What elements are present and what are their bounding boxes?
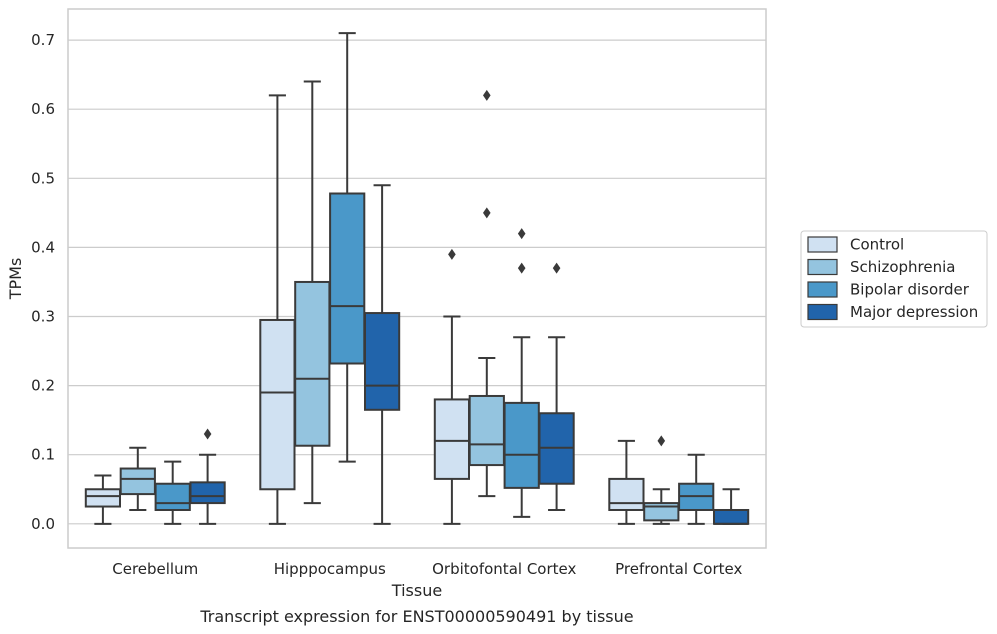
box [329,192,366,365]
box-group [363,184,401,525]
y-tick-label: 0.4 [31,238,55,256]
box-group [189,428,226,525]
box [84,488,122,508]
y-tick-label: 0.3 [31,308,55,326]
box-group [259,94,296,525]
box-group [294,80,331,505]
legend-item: Schizophrenia [807,258,955,276]
outlier-marker [483,207,491,219]
x-axis-label: Tissue [391,581,442,600]
legend: Control Schizophrenia Bipolar disorder Majo… [800,230,988,328]
box-group [503,228,540,518]
outlier-marker [657,435,666,447]
box [363,312,401,411]
box [468,394,505,467]
box-group [712,488,750,525]
outlier-marker [483,89,491,101]
box [259,318,296,491]
x-tick-label: Orbitofontal Cortex [432,560,576,578]
x-tick-label: Prefrontal Cortex [615,560,742,578]
box-group [643,435,680,525]
box [503,401,540,489]
outlier-marker [552,262,561,274]
outlier-marker [517,228,526,240]
box-group [119,446,156,511]
box-group [468,89,505,498]
y-tick-label: 0.0 [31,515,55,533]
box-group [84,474,122,525]
x-tick-label: Hipppocampus [274,560,386,578]
x-axis-ticks: Cerebellum Hipppocampus Orbitofontal Corte… [112,560,742,578]
box-group [154,460,191,525]
legend-swatch [807,236,838,253]
legend-item: Bipolar disorder [807,281,970,299]
box-group [538,262,575,511]
y-tick-label: 0.7 [31,31,55,49]
y-axis-label: TPMs [6,258,25,301]
box [119,467,156,496]
figure-caption: Transcript expression for ENST0000059049… [199,607,633,626]
legend-label: Major depression [850,303,978,321]
legend-swatch [807,258,838,276]
x-tick-label: Cerebellum [112,560,198,578]
legend-swatch [807,303,838,321]
legend-item: Major depression [807,303,978,321]
plot-area-frame [67,8,767,549]
gridlines [68,39,766,525]
box [294,280,331,447]
legend-label: Schizophrenia [850,258,955,276]
legend-frame [800,230,988,328]
outlier-marker [517,262,526,274]
box [189,481,226,505]
legend-label: Control [850,236,904,254]
y-axis-ticks: 0.0 0.1 0.2 0.3 0.4 0.5 0.6 0.7 [31,31,55,533]
box [154,482,191,511]
box-group [608,439,645,525]
y-tick-label: 0.5 [31,169,55,187]
box-marks [84,32,750,525]
y-tick-label: 0.6 [31,100,55,118]
box-group [678,453,715,525]
outlier-marker [448,248,456,260]
y-tick-label: 0.1 [31,446,55,464]
box [433,398,471,480]
legend-label: Bipolar disorder [850,281,970,299]
box [712,508,750,525]
box-group [433,248,471,525]
box [608,477,645,511]
legend-item: Control [807,236,904,254]
legend-swatch [807,281,838,298]
box-group [329,32,366,463]
y-tick-label: 0.2 [31,377,55,395]
outlier-marker [203,428,212,440]
